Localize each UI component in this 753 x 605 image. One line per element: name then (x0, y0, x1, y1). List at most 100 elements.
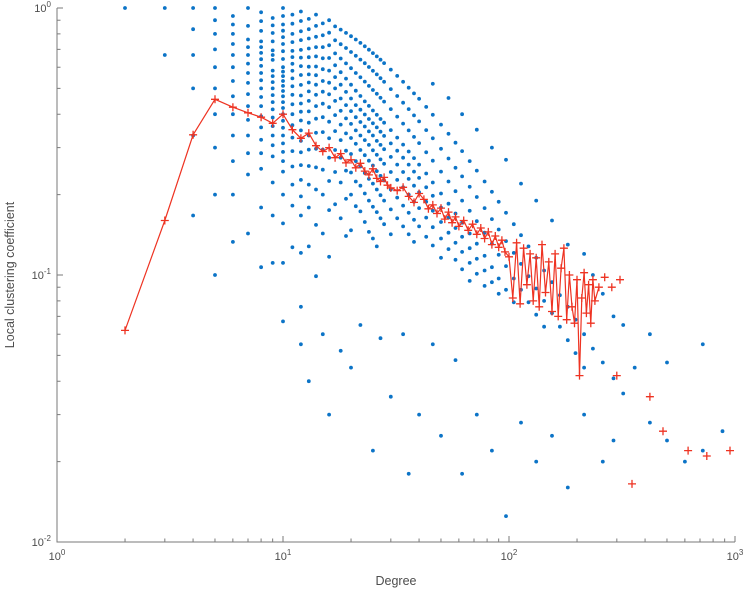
plus-marker (600, 273, 609, 282)
plus-marker (526, 249, 535, 258)
scatter-point (700, 448, 705, 453)
scatter-point (401, 332, 405, 337)
scatter-point (611, 376, 616, 381)
scatter-point (290, 61, 295, 66)
scatter-point (270, 154, 275, 159)
scatter-point (306, 80, 311, 85)
scatter-point (270, 107, 275, 112)
scatter-point (281, 106, 285, 110)
scatter-point (460, 234, 464, 239)
scatter-point (720, 429, 725, 434)
scatter-point (367, 129, 371, 134)
scatter-point (362, 61, 367, 66)
plus-marker (410, 198, 418, 207)
scatter-point (281, 319, 285, 324)
scatter-point (320, 192, 325, 197)
plus-marker (487, 240, 496, 249)
scatter-point (349, 136, 353, 140)
plus-marker (612, 371, 621, 380)
scatter-point (353, 115, 358, 120)
scatter-point (371, 448, 375, 453)
plus-marker (551, 249, 560, 258)
scatter-point (306, 27, 311, 32)
scatter-point (327, 119, 331, 124)
scatter-point (314, 223, 318, 227)
scatter-point (474, 271, 479, 276)
scatter-point (378, 157, 383, 162)
scatter-point (344, 168, 348, 173)
scatter-point (213, 112, 217, 117)
scatter-point (231, 192, 235, 197)
scatter-point (349, 96, 353, 101)
scatter-point (621, 391, 626, 396)
scatter-point (362, 44, 367, 49)
scatter-point (246, 61, 250, 66)
scatter-point (353, 53, 358, 58)
plus-marker (532, 253, 541, 262)
plus-marker (364, 170, 373, 179)
scatter-point (467, 279, 472, 283)
scatter-point (490, 145, 494, 150)
scatter-point (299, 9, 303, 14)
scatter-point (482, 284, 487, 288)
scatter-point (453, 257, 458, 262)
scatter-point (362, 99, 367, 104)
scatter-point (290, 21, 295, 26)
plus-marker (573, 275, 581, 284)
plus-marker (433, 209, 441, 218)
scatter-point (270, 39, 275, 44)
scatter-point (358, 148, 363, 152)
scatter-point (401, 203, 405, 208)
scatter-point (401, 155, 405, 160)
scatter-point (246, 118, 250, 122)
scatter-point (474, 219, 479, 224)
scatter-point (246, 6, 250, 10)
plus-marker (522, 280, 531, 289)
scatter-point (367, 104, 371, 108)
scatter-point (299, 128, 303, 133)
scatter-point (290, 102, 295, 107)
scatter-point (395, 114, 400, 119)
scatter-point (534, 286, 539, 291)
scatter-point (430, 225, 435, 230)
scatter-point (353, 37, 358, 42)
scatter-point (259, 95, 263, 99)
scatter-point (162, 53, 167, 57)
scatter-point (467, 246, 472, 251)
axis-labels: Degree Local clustering coefficient (3, 201, 417, 588)
plus-marker (580, 268, 589, 277)
scatter-point (446, 230, 451, 235)
scatter-point (406, 232, 411, 237)
scatter-point (388, 170, 393, 174)
scatter-point (417, 224, 421, 229)
plus-marker (548, 307, 556, 316)
scatter-point (600, 459, 605, 464)
scatter-point (542, 324, 546, 329)
scatter-point (338, 96, 343, 101)
scatter-point (388, 232, 393, 237)
scatter-point (430, 208, 435, 213)
scatter-point (621, 323, 626, 327)
scatter-point (349, 122, 353, 126)
scatter-point (467, 261, 472, 265)
plus-marker (342, 158, 350, 167)
scatter-point (314, 34, 318, 39)
plus-marker (516, 299, 525, 308)
scatter-point (344, 90, 348, 94)
scatter-point (281, 69, 285, 74)
scatter-point (306, 109, 311, 114)
plus-marker (538, 240, 546, 249)
scatter-point (338, 70, 343, 75)
plus-marker (444, 208, 453, 217)
scatter-point (406, 128, 411, 133)
scatter-point (290, 68, 295, 73)
scatter-point (259, 39, 263, 44)
scatter-point (460, 149, 464, 154)
scatter-point (582, 412, 586, 417)
scatter-point (474, 168, 479, 173)
scatter-point (490, 265, 494, 270)
scatter-point (320, 21, 325, 26)
scatter-point (333, 86, 337, 91)
scatter-point (401, 121, 405, 126)
